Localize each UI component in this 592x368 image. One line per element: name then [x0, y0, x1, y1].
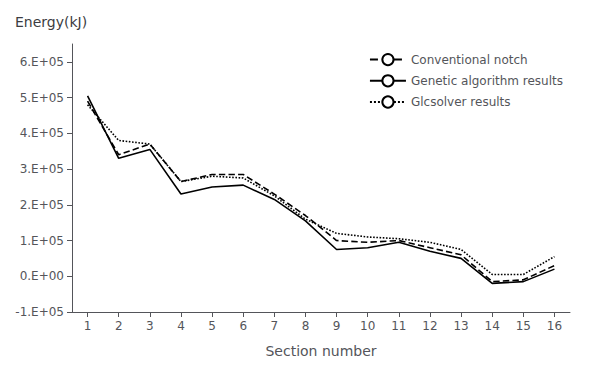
svg-text:8: 8	[302, 319, 310, 333]
svg-text:0.E+00: 0.E+00	[20, 269, 64, 283]
svg-text:9: 9	[333, 319, 341, 333]
svg-text:4.E+05: 4.E+05	[20, 126, 64, 140]
svg-text:5: 5	[208, 319, 216, 333]
svg-text:13: 13	[453, 319, 468, 333]
svg-text:3.E+05: 3.E+05	[20, 162, 64, 176]
svg-text:5.E+05: 5.E+05	[20, 91, 64, 105]
svg-text:12: 12	[422, 319, 437, 333]
svg-text:Glcsolver results: Glcsolver results	[411, 95, 511, 109]
svg-text:16: 16	[547, 319, 562, 333]
svg-text:3: 3	[146, 319, 154, 333]
svg-text:14: 14	[485, 319, 500, 333]
svg-text:Genetic algorithm results: Genetic algorithm results	[411, 74, 563, 88]
svg-text:11: 11	[391, 319, 406, 333]
svg-text:2.E+05: 2.E+05	[20, 198, 64, 212]
svg-text:10: 10	[360, 319, 375, 333]
svg-text:4: 4	[177, 319, 185, 333]
svg-text:15: 15	[516, 319, 531, 333]
svg-text:-1.E+05: -1.E+05	[15, 305, 64, 319]
svg-text:6: 6	[239, 319, 247, 333]
svg-text:Section number: Section number	[265, 343, 376, 359]
svg-text:Conventional notch: Conventional notch	[411, 53, 528, 67]
svg-text:2: 2	[115, 319, 123, 333]
svg-text:1: 1	[84, 319, 92, 333]
svg-text:Energy(kJ): Energy(kJ)	[15, 14, 87, 30]
svg-text:1.E+05: 1.E+05	[20, 234, 64, 248]
svg-text:6.E+05: 6.E+05	[20, 55, 64, 69]
svg-text:7: 7	[270, 319, 278, 333]
